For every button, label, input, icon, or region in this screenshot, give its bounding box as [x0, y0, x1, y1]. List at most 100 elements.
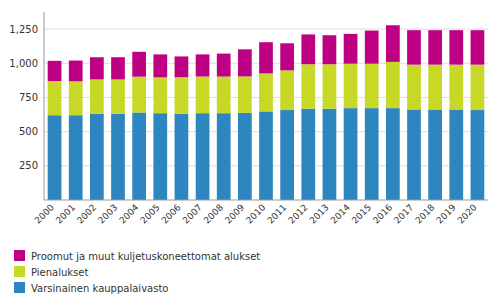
legend-label: Proomut ja muut kuljetuskoneettomat aluk… [31, 251, 260, 262]
bar-segment [365, 31, 379, 64]
bar-segment [111, 114, 125, 200]
bar-segment [48, 115, 62, 200]
x-tick-label: 2010 [244, 202, 267, 225]
bar-segment [428, 109, 442, 200]
x-tick-label: 2009 [223, 202, 246, 225]
legend-label: Varsinainen kauppalaivasto [31, 283, 168, 294]
bar-segment [471, 110, 485, 200]
x-tick-label: 2001 [54, 202, 77, 225]
bar-segment [153, 113, 167, 200]
bar-segment [111, 79, 125, 113]
bar-segment [301, 64, 315, 108]
bar-segment [386, 25, 400, 62]
bar-segment [132, 112, 146, 200]
x-tick-label: 2019 [434, 202, 457, 225]
bar-segment [238, 76, 252, 112]
bar-segment [386, 108, 400, 200]
bar-segment [90, 79, 104, 113]
bar-segment [365, 108, 379, 200]
bar-segment [217, 77, 231, 114]
bar-segment [238, 113, 252, 200]
x-tick-label: 2012 [286, 202, 309, 225]
x-tick-label: 2018 [413, 202, 436, 225]
x-tick-label: 2011 [265, 202, 288, 225]
legend-swatch [14, 250, 25, 261]
y-tick-label: 1,250 [9, 24, 38, 35]
x-tick-label: 2020 [456, 202, 479, 225]
y-axis-line [44, 12, 45, 200]
bar-segment [471, 30, 485, 64]
bar-segment [69, 115, 83, 200]
x-tick-label: 2008 [202, 202, 225, 225]
bar-segment [69, 61, 83, 82]
bar-segment [111, 57, 125, 79]
bar-segment [196, 77, 210, 114]
x-axis-line [44, 200, 488, 201]
bar-segment [69, 81, 83, 115]
x-tick-label: 2015 [350, 202, 373, 225]
bar-segment [344, 34, 358, 64]
x-tick-label: 2014 [329, 202, 352, 225]
bar-segment [323, 109, 337, 200]
bar-segment [301, 34, 315, 64]
y-tick-label: 750 [19, 92, 38, 103]
bar-segment [365, 64, 379, 108]
x-tick-label: 2013 [308, 202, 331, 225]
bars [48, 25, 485, 200]
bar-segment [449, 109, 463, 200]
grid-line [44, 29, 488, 30]
x-tick-label: 2004 [117, 202, 140, 225]
x-tick-label: 2000 [33, 202, 56, 225]
x-tick-label: 2002 [75, 202, 98, 225]
bar-segment [132, 77, 146, 113]
y-tick-label: 250 [19, 160, 38, 171]
bar-segment [280, 110, 294, 200]
bar-segment [196, 113, 210, 200]
bar-segment [153, 77, 167, 113]
bar-segment [280, 43, 294, 70]
bar-segment [344, 108, 358, 200]
bar-segment [280, 70, 294, 110]
bar-segment [323, 35, 337, 64]
bar-segment [407, 109, 421, 200]
legend-swatch [14, 266, 25, 277]
bar-segment [407, 65, 421, 110]
bar-segment [217, 113, 231, 200]
bar-segment [428, 30, 442, 64]
bar-segment [90, 114, 104, 200]
x-tick-label: 2006 [160, 202, 183, 225]
bar-segment [196, 54, 210, 76]
x-tick-label: 2003 [96, 202, 119, 225]
bar-segment [175, 114, 189, 200]
x-tick-label: 2017 [392, 202, 415, 225]
bar-segment [153, 54, 167, 77]
y-tick-label: 500 [19, 126, 38, 137]
bar-segment [259, 73, 273, 111]
bar-segment [301, 109, 315, 200]
bar-segment [90, 57, 104, 79]
legend-label: Pienalukset [31, 267, 88, 278]
bar-segment [449, 30, 463, 64]
bar-segment [48, 81, 62, 115]
x-tick-label: 2007 [181, 202, 204, 225]
bar-segment [407, 30, 421, 64]
bar-segment [471, 65, 485, 110]
bar-segment [386, 62, 400, 108]
chart: 2505007501,0001,250200020012002200320042… [0, 0, 500, 308]
bar-segment [175, 56, 189, 77]
bar-segment [259, 42, 273, 73]
bar-segment [238, 49, 252, 76]
bar-segment [217, 54, 231, 77]
bar-segment [323, 64, 337, 108]
bar-segment [344, 64, 358, 108]
bar-segment [48, 61, 62, 81]
bar-segment [175, 77, 189, 114]
bar-segment [428, 65, 442, 110]
legend-swatch [14, 282, 25, 293]
y-tick-label: 1,000 [9, 58, 38, 69]
bar-segment [449, 65, 463, 110]
chart-container: 2505007501,0001,250200020012002200320042… [0, 0, 500, 308]
x-tick-label: 2016 [371, 202, 394, 225]
bar-segment [132, 52, 146, 77]
x-tick-label: 2005 [138, 202, 161, 225]
